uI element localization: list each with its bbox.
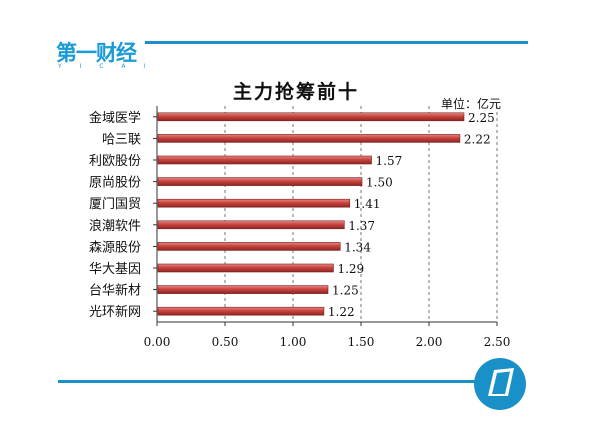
value-label: 1.57 xyxy=(376,154,403,168)
value-label: 1.37 xyxy=(348,219,375,233)
category-label: 金域医学 xyxy=(89,110,141,126)
chart-title: 主力抢筹前十 xyxy=(232,81,359,103)
bar xyxy=(157,220,345,230)
value-label: 1.50 xyxy=(366,176,393,190)
x-tick-label: 0.00 xyxy=(144,335,171,349)
top-rule xyxy=(145,41,528,44)
bottom-rule xyxy=(58,380,476,383)
bar xyxy=(157,134,461,143)
bar xyxy=(157,263,334,273)
bar xyxy=(157,177,363,186)
value-label: 2.22 xyxy=(464,132,491,146)
x-tick-label: 1.50 xyxy=(348,335,375,349)
category-label: 利欧股份 xyxy=(89,154,141,169)
x-tick-label: 2.50 xyxy=(484,335,511,349)
category-label: 华大基因 xyxy=(89,262,141,277)
x-tick-label: 0.50 xyxy=(212,335,239,349)
category-label: 原尚股份 xyxy=(89,176,141,191)
x-tick-label: 2.00 xyxy=(416,335,443,349)
brand-logo: 第一财经 Y I C A I xyxy=(56,37,145,73)
category-label: 浪潮软件 xyxy=(89,219,141,234)
brand-tagline: Y I C A I xyxy=(58,63,154,70)
category-label: 哈三联 xyxy=(102,132,141,147)
unit-label: 单位：亿元 xyxy=(441,97,502,111)
value-label: 1.29 xyxy=(337,262,364,276)
bar xyxy=(157,242,341,251)
value-label: 1.25 xyxy=(332,284,359,298)
bar xyxy=(157,285,329,294)
value-label: 2.25 xyxy=(468,111,495,125)
category-label: 厦门国贸 xyxy=(89,197,141,212)
bar xyxy=(157,306,325,316)
value-label: 1.22 xyxy=(328,305,355,319)
x-tick-label: 1.00 xyxy=(280,335,307,349)
category-label: 光环新网 xyxy=(89,304,141,320)
bar xyxy=(157,198,351,208)
category-label: 森源股份 xyxy=(89,240,141,255)
bar xyxy=(157,155,372,165)
category-label: 台华新材 xyxy=(89,283,141,299)
value-label: 1.34 xyxy=(344,240,371,254)
yicai-emblem-icon xyxy=(474,358,526,410)
value-label: 1.41 xyxy=(354,197,381,211)
brand-name: 第一财经 xyxy=(56,41,137,65)
bar xyxy=(157,112,465,122)
